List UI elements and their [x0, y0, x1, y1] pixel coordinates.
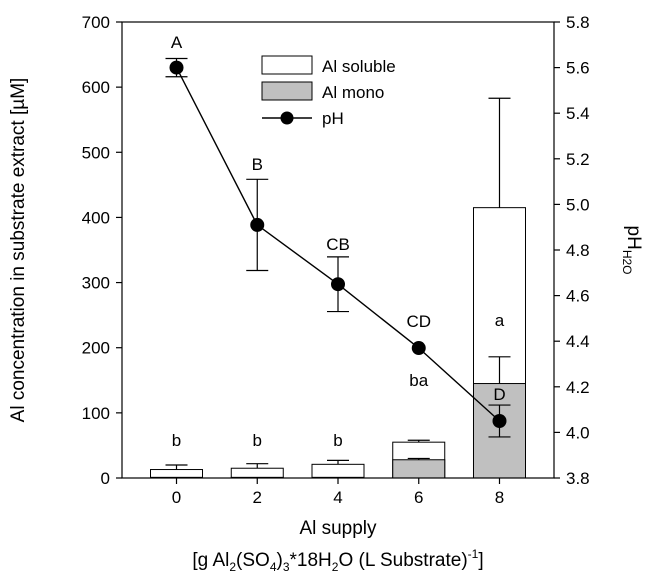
al-soluble-group-label: ba [409, 371, 428, 390]
error-bars-layer [165, 97, 511, 470]
plot-frame [121, 21, 555, 479]
x-tick-label: 0 [172, 488, 181, 507]
ph-point [331, 277, 345, 292]
y-left-tick-label: 600 [82, 78, 110, 97]
ph-line-layer [165, 57, 511, 438]
y-right-tick-label: 5.4 [566, 104, 590, 123]
y-right-tick-label: 5.6 [566, 59, 590, 78]
ph-point [250, 217, 265, 232]
ph-group-label: CD [406, 312, 431, 331]
x-axis-units-label: [g Al2(SO4)3*18H2O (L Substrate)-1] [192, 547, 483, 574]
y-right-tick-label: 5.8 [566, 13, 590, 32]
bar-al-mono [392, 459, 446, 479]
legend-label-ph: pH [322, 109, 344, 128]
al-soluble-group-label: a [495, 311, 505, 330]
y-right-tick-label: 4.0 [566, 423, 590, 442]
x-tick-label: 8 [495, 488, 504, 507]
legend-label-soluble: Al soluble [322, 57, 396, 76]
ph-point [492, 414, 507, 428]
legend-swatch-soluble [261, 55, 313, 75]
y-left-tick-label: 200 [82, 339, 110, 358]
x-tick-label: 2 [253, 488, 262, 507]
y-axis-right-label: pHH2O [620, 226, 644, 275]
y-right-tick-label: 4.8 [566, 241, 590, 260]
y-left-tick-label: 0 [101, 469, 110, 488]
y-left-tick-label: 500 [82, 143, 110, 162]
y-axis-right-label-main: pH [623, 226, 644, 250]
ph-group-label: CB [326, 235, 350, 254]
y-left-tick-label: 400 [82, 208, 110, 227]
y-right-tick-label: 4.4 [566, 332, 590, 351]
y-left-tick-label: 100 [82, 404, 110, 423]
significance-labels: A B CB CD Db b b ba a [171, 33, 506, 450]
ph-group-label: A [171, 33, 183, 52]
y-right-tick-label: 4.6 [566, 287, 590, 306]
x-axis-label: Al supply [299, 518, 377, 539]
al-soluble-group-label: b [172, 431, 181, 450]
x-tick-label: 4 [333, 488, 342, 507]
bar-al-soluble [150, 469, 204, 479]
al-soluble-group-label: b [333, 431, 342, 450]
y-right-tick-label: 3.8 [566, 469, 590, 488]
ph-point [169, 60, 184, 75]
ph-group-label: B [252, 155, 263, 174]
legend: Al soluble Al mono pH [261, 55, 396, 128]
al-soluble-group-label: b [253, 431, 262, 450]
bar-al-soluble [230, 467, 284, 479]
y-axis-right-label-sub: H2O [620, 250, 634, 275]
legend-marker-ph [280, 111, 294, 125]
ph-group-label: D [493, 385, 505, 404]
y-right-tick-label: 4.2 [566, 378, 590, 397]
legend-label-mono: Al mono [322, 83, 384, 102]
y-axis-left-label: Al concentration in substrate extract [µ… [8, 78, 29, 423]
bar-al-soluble [311, 463, 365, 479]
legend-swatch-mono [261, 81, 313, 101]
x-tick-label: 6 [414, 488, 423, 507]
y-right-tick-label: 5.0 [566, 195, 590, 214]
y-axis-right: 3.8 4.0 4.2 4.4 4.6 4.8 5.0 5.2 5.4 5.6 5.8 [554, 13, 590, 488]
x-axis: 0 2 4 6 8 [172, 478, 504, 507]
y-right-tick-label: 5.2 [566, 150, 590, 169]
y-left-tick-label: 700 [82, 13, 110, 32]
ph-point [411, 341, 426, 356]
y-left-tick-label: 300 [82, 274, 110, 293]
y-axis-left: 0 100 200 300 400 500 600 700 [82, 13, 122, 488]
